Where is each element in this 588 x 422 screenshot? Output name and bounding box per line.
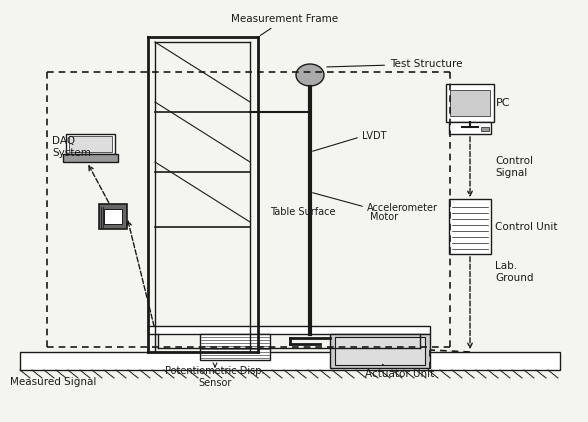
Bar	[330, 334, 430, 368]
Text: Lab.
Ground: Lab. Ground	[495, 261, 533, 283]
Bar	[449, 199, 491, 254]
Bar	[450, 90, 490, 116]
Text: Control Unit: Control Unit	[495, 222, 557, 232]
Bar	[200, 334, 270, 360]
Bar	[446, 84, 494, 122]
Text: Measured Signal: Measured Signal	[10, 377, 96, 387]
Text: Table Surface: Table Surface	[270, 207, 336, 217]
Ellipse shape	[296, 64, 324, 86]
Text: Motor: Motor	[370, 212, 398, 222]
Text: Test Structure: Test Structure	[327, 59, 463, 69]
Text: DAQ
System: DAQ System	[52, 136, 91, 158]
Bar	[20, 352, 560, 370]
Bar	[335, 337, 425, 365]
Bar	[63, 154, 118, 162]
Bar	[449, 122, 491, 134]
Bar	[69, 136, 112, 152]
Text: Potentiometric Disp.
Sensor: Potentiometric Disp. Sensor	[165, 366, 265, 388]
Text: PC: PC	[496, 98, 510, 108]
Text: Control
Signal: Control Signal	[495, 156, 533, 178]
Text: Accelerometer: Accelerometer	[367, 203, 438, 213]
Text: Actuator Unit: Actuator Unit	[365, 364, 435, 379]
Text: LVDT: LVDT	[362, 131, 386, 141]
Text: Measurement Frame: Measurement Frame	[232, 14, 339, 35]
Bar	[148, 326, 430, 334]
Bar	[104, 209, 122, 224]
Bar	[66, 134, 115, 154]
Bar	[481, 127, 489, 131]
Bar	[99, 204, 127, 229]
